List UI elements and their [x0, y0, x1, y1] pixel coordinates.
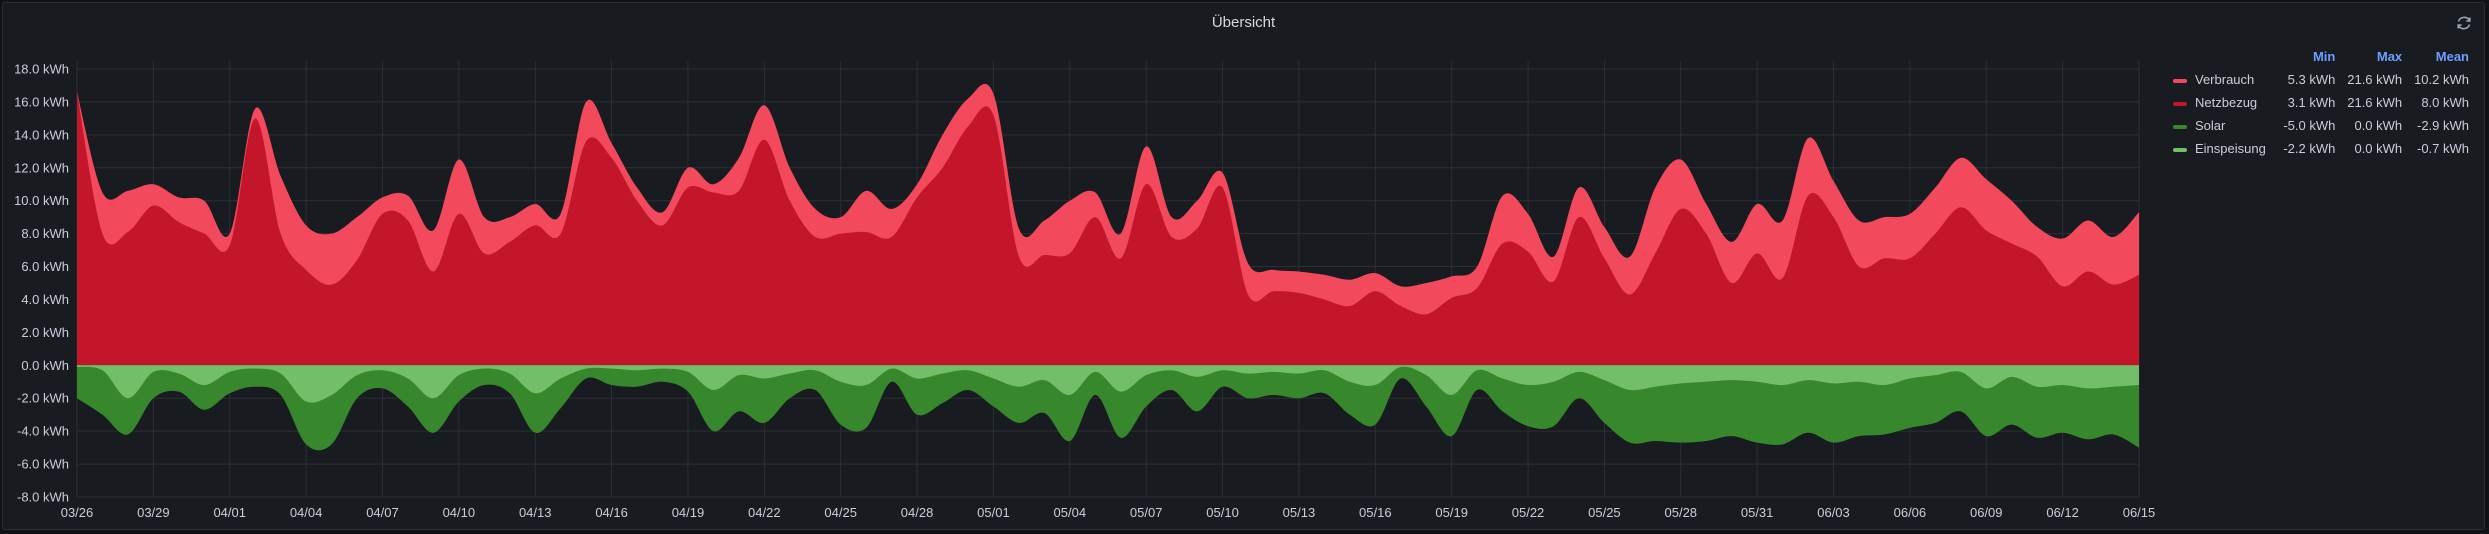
x-tick-label: 05/25: [1588, 505, 1621, 520]
y-tick-label: 18.0 kWh: [14, 62, 69, 77]
x-tick-label: 05/10: [1206, 505, 1239, 520]
series-areas: [77, 83, 2139, 451]
x-tick-label: 05/01: [977, 505, 1010, 520]
legend-label[interactable]: Netzbezug: [2195, 95, 2258, 110]
x-tick-label: 04/28: [901, 505, 934, 520]
legend-row-solar[interactable]: Solar -5.0 kWh 0.0 kWh -2.9 kWh: [2173, 114, 2469, 137]
x-tick-label: 05/07: [1130, 505, 1163, 520]
legend-mean: -0.7 kWh: [2416, 141, 2469, 156]
y-tick-label: -2.0 kWh: [17, 391, 69, 406]
refresh-icon[interactable]: [2454, 13, 2474, 33]
y-tick-label: 16.0 kWh: [14, 94, 69, 109]
x-tick-label: 04/13: [519, 505, 552, 520]
y-tick-label: 14.0 kWh: [14, 127, 69, 142]
y-tick-label: 0.0 kWh: [21, 358, 69, 373]
legend-label[interactable]: Solar: [2195, 118, 2226, 133]
x-tick-label: 04/04: [290, 505, 323, 520]
legend-row-netzbezug[interactable]: Netzbezug 3.1 kWh 21.6 kWh 8.0 kWh: [2173, 91, 2469, 114]
series-area-netzbezug: [77, 92, 2139, 366]
legend-swatch: [2173, 124, 2187, 129]
y-tick-label: 2.0 kWh: [21, 325, 69, 340]
y-tick-label: 4.0 kWh: [21, 292, 69, 307]
x-tick-label: 05/31: [1741, 505, 1774, 520]
x-tick-label: 06/12: [2046, 505, 2079, 520]
y-tick-label: 10.0 kWh: [14, 193, 69, 208]
series-area-einspeisung: [77, 365, 2139, 403]
legend-label[interactable]: Verbrauch: [2195, 72, 2255, 87]
y-tick-label: -8.0 kWh: [17, 490, 69, 505]
x-tick-label: 04/16: [595, 505, 628, 520]
y-tick-label: -4.0 kWh: [17, 424, 69, 439]
x-tick-label: 04/19: [672, 505, 705, 520]
y-tick-label: -6.0 kWh: [17, 457, 69, 472]
legend-mean: -2.9 kWh: [2416, 118, 2469, 133]
x-tick-label: 04/25: [824, 505, 857, 520]
x-axis: 03/26 03/29 04/01 04/04 04/07 04/10 04/13 04/16…: [61, 505, 2156, 520]
panel-title: Übersicht: [1211, 14, 1276, 31]
y-tick-label: 6.0 kWh: [21, 259, 69, 274]
legend-max: 21.6 kWh: [2347, 72, 2403, 87]
legend-header-min[interactable]: Min: [2312, 49, 2336, 64]
legend-swatch: [2173, 147, 2187, 152]
legend-min: -2.2 kWh: [2283, 141, 2336, 156]
legend-row-verbrauch[interactable]: Verbrauch 5.3 kWh 21.6 kWh 10.2 kWh: [2173, 68, 2469, 91]
y-tick-label: 8.0 kWh: [21, 226, 69, 241]
legend-max: 0.0 kWh: [2354, 118, 2403, 133]
legend-header-mean[interactable]: Mean: [2435, 49, 2469, 64]
x-tick-label: 05/28: [1665, 505, 1698, 520]
x-tick-label: 05/04: [1054, 505, 1087, 520]
area-chart: 18.0 kWh 16.0 kWh 14.0 kWh 12.0 kWh 10.0 kWh…: [14, 61, 2156, 520]
x-tick-label: 04/01: [213, 505, 246, 520]
x-tick-label: 04/10: [443, 505, 476, 520]
legend-header-max[interactable]: Max: [2376, 49, 2403, 64]
legend-mean: 8.0 kWh: [2421, 95, 2469, 110]
legend-swatch: [2173, 78, 2187, 83]
x-tick-label: 04/22: [748, 505, 781, 520]
x-tick-label: 06/15: [2123, 505, 2156, 520]
x-tick-label: 05/22: [1512, 505, 1545, 520]
x-tick-label: 05/13: [1283, 505, 1316, 520]
legend-min: 3.1 kWh: [2287, 95, 2336, 110]
legend-min: -5.0 kWh: [2283, 118, 2336, 133]
x-tick-label: 03/29: [137, 505, 170, 520]
legend-max: 21.6 kWh: [2347, 95, 2403, 110]
x-tick-label: 04/07: [366, 505, 399, 520]
x-tick-label: 05/16: [1359, 505, 1392, 520]
legend-label[interactable]: Einspeisung: [2195, 141, 2266, 156]
x-tick-label: 06/03: [1817, 505, 1850, 520]
x-tick-label: 06/06: [1894, 505, 1927, 520]
x-tick-label: 05/19: [1435, 505, 1468, 520]
legend: Min Max Mean Verbrauch 5.3 kWh 21.6 kWh …: [2173, 49, 2469, 160]
y-axis: 18.0 kWh 16.0 kWh 14.0 kWh 12.0 kWh 10.0 kWh…: [14, 62, 69, 505]
legend-row-einspeisung[interactable]: Einspeisung -2.2 kWh 0.0 kWh -0.7 kWh: [2173, 137, 2469, 160]
legend-mean: 10.2 kWh: [2414, 72, 2469, 87]
legend-swatch: [2173, 101, 2187, 106]
legend-min: 5.3 kWh: [2287, 72, 2336, 87]
legend-max: 0.0 kWh: [2354, 141, 2403, 156]
x-tick-label: 03/26: [61, 505, 94, 520]
x-tick-label: 06/09: [1970, 505, 2003, 520]
y-tick-label: 12.0 kWh: [14, 160, 69, 175]
